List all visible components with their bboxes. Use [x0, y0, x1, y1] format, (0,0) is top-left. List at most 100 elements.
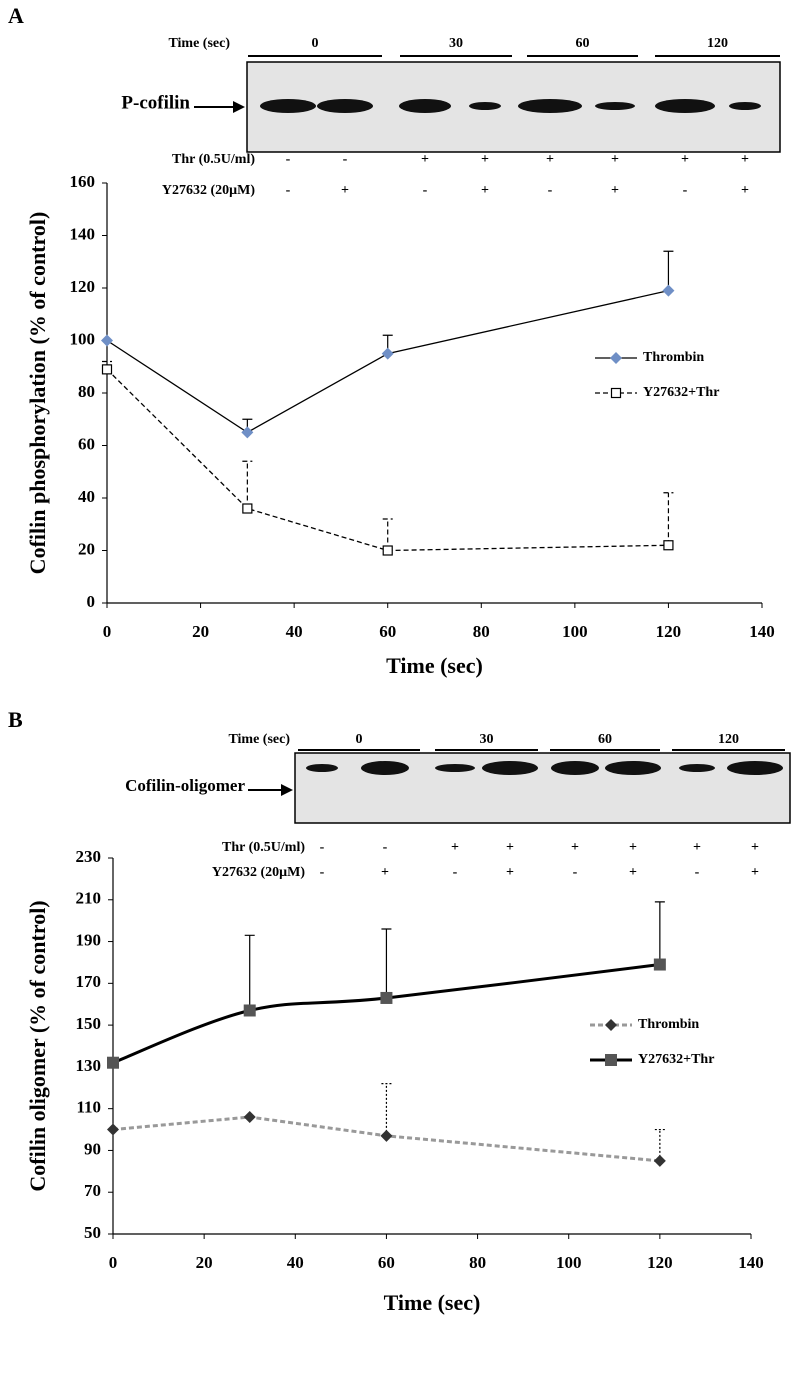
- marker: [107, 1056, 119, 1069]
- time-group: 0: [356, 732, 363, 747]
- x-axis-title: Time (sec): [384, 1290, 481, 1315]
- blot-band: [729, 102, 761, 110]
- series-line: [106, 289, 669, 434]
- treatment-sign: +: [481, 152, 489, 167]
- error-bar: [654, 901, 665, 965]
- y-tick-label: 160: [70, 172, 96, 191]
- marker: [381, 347, 394, 360]
- treatment-sign: +: [506, 840, 514, 855]
- marker: [662, 284, 675, 297]
- treatment-sign: +: [421, 152, 429, 167]
- time-group: 30: [480, 732, 494, 747]
- legend-label: Thrombin: [643, 350, 704, 365]
- y-tick-label: 120: [70, 277, 96, 296]
- treatment-sign: -: [683, 183, 688, 198]
- y-axis-title: Cofilin phosphorylation (% of control): [25, 212, 50, 575]
- time-group: 30: [449, 36, 463, 51]
- treatment-sign: -: [320, 840, 325, 855]
- y-tick-label: 110: [76, 1098, 101, 1117]
- band-label: Cofilin-oligomer: [125, 776, 245, 795]
- treatment-sign: -: [286, 152, 291, 167]
- x-tick-label: 60: [378, 1253, 395, 1272]
- error-bar: [244, 934, 255, 1011]
- treatment-sign: +: [741, 152, 749, 167]
- marker: [380, 1129, 393, 1142]
- x-tick-label: 80: [469, 1253, 486, 1272]
- marker: [610, 387, 622, 399]
- treatment-sign: +: [481, 183, 489, 198]
- y-tick-label: 50: [84, 1223, 101, 1242]
- blot-band: [482, 761, 538, 775]
- x-tick-label: 120: [647, 1253, 673, 1272]
- error-bar: [381, 1083, 392, 1136]
- y-tick-label: 210: [76, 889, 102, 908]
- blot-band: [361, 761, 409, 775]
- treatment-sign: +: [506, 865, 514, 880]
- x-tick-label: 0: [109, 1253, 118, 1272]
- blot-band: [551, 761, 599, 775]
- y-tick-label: 70: [84, 1181, 101, 1200]
- treatment-sign: +: [451, 840, 459, 855]
- marker: [380, 991, 393, 1004]
- y-tick-label: 140: [70, 224, 96, 243]
- x-tick-label: 0: [103, 622, 112, 641]
- x-tick-label: 140: [738, 1253, 764, 1272]
- treatment-sign: -: [548, 183, 553, 198]
- y-tick-label: 130: [76, 1056, 102, 1075]
- y-axis-title: Cofilin oligomer (% of control): [25, 900, 50, 1191]
- blot-band: [317, 99, 373, 113]
- panel-label: A: [8, 3, 24, 28]
- treatment-sign: +: [381, 865, 389, 880]
- treatment-sign: +: [571, 840, 579, 855]
- marker: [653, 1154, 666, 1167]
- treatment-sign: +: [629, 840, 637, 855]
- x-tick-label: 140: [749, 622, 775, 641]
- blot-band: [435, 764, 475, 772]
- y-tick-label: 170: [76, 972, 102, 991]
- treatment-label: Y27632 (20μM): [162, 183, 255, 198]
- marker: [605, 1019, 617, 1031]
- treatment-sign: -: [343, 152, 348, 167]
- marker: [241, 426, 254, 439]
- treatment-sign: -: [286, 183, 291, 198]
- blot-band: [518, 99, 582, 113]
- treatment-sign: -: [453, 865, 458, 880]
- x-tick-label: 40: [287, 1253, 304, 1272]
- time-label: Time (sec): [228, 732, 290, 747]
- time-group: 120: [718, 732, 739, 747]
- treatment-sign: -: [573, 865, 578, 880]
- series-line: [106, 368, 669, 552]
- band-arrow-head: [281, 784, 293, 796]
- y-tick-label: 230: [76, 847, 102, 866]
- band-label: P-cofilin: [121, 92, 190, 113]
- time-group: 0: [312, 36, 319, 51]
- marker: [107, 1123, 119, 1136]
- blot-band: [727, 761, 783, 775]
- y-tick-label: 100: [70, 329, 96, 348]
- treatment-sign: +: [341, 183, 349, 198]
- legend-label: Y27632+Thr: [643, 385, 719, 400]
- treatment-sign: +: [629, 865, 637, 880]
- series-line: [112, 1115, 660, 1163]
- x-tick-label: 120: [656, 622, 682, 641]
- x-tick-label: 100: [556, 1253, 582, 1272]
- series-line: [112, 963, 661, 1065]
- y-tick-label: 40: [78, 487, 95, 506]
- treatment-sign: -: [383, 840, 388, 855]
- band-arrow-head: [233, 101, 245, 113]
- treatment-label: Thr (0.5U/ml): [222, 840, 305, 855]
- error-bar: [663, 492, 674, 546]
- treatment-sign: +: [611, 183, 619, 198]
- marker: [653, 958, 666, 971]
- error-bar: [663, 250, 674, 291]
- marker: [663, 540, 674, 551]
- time-label: Time (sec): [168, 36, 230, 51]
- x-tick-label: 20: [192, 622, 209, 641]
- error-bar: [382, 518, 393, 551]
- blot-band: [679, 764, 715, 772]
- y-tick-label: 190: [76, 930, 102, 949]
- marker: [382, 545, 393, 556]
- treatment-sign: +: [546, 152, 554, 167]
- marker: [101, 364, 113, 375]
